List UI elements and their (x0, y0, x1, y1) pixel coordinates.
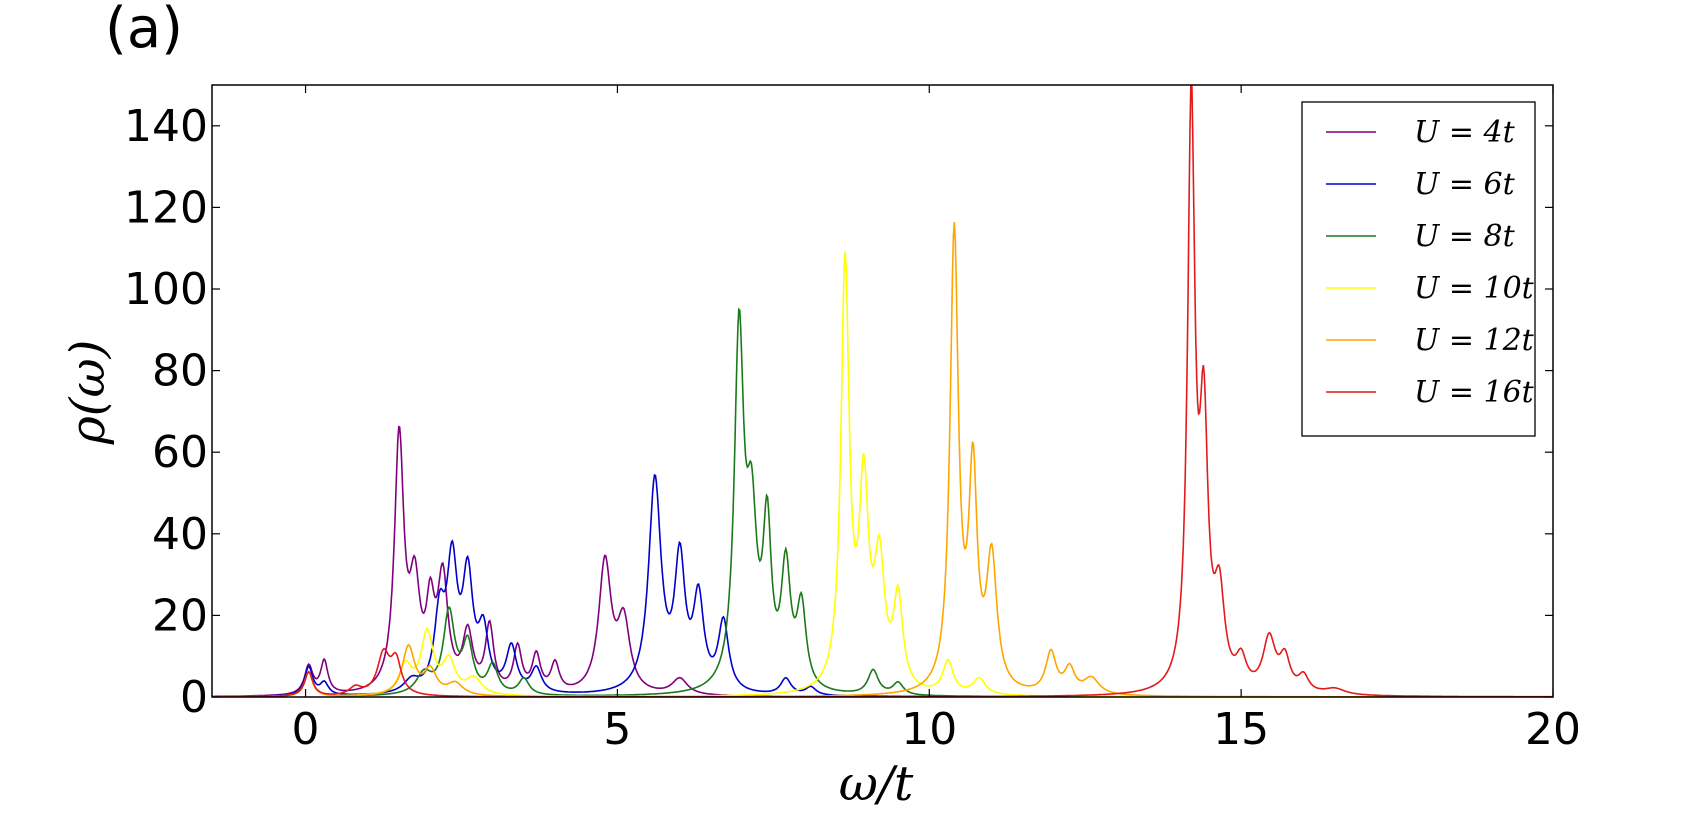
y-tick-label: 140 (124, 101, 208, 152)
y-tick-label: 120 (124, 182, 208, 233)
y-tick-label: 0 (180, 672, 208, 723)
x-axis-ticks: 0 5 10 15 20 (292, 85, 1581, 755)
y-axis-ticks: 0 20 40 60 80 100 120 140 (124, 101, 1553, 723)
legend-label: U = 8t (1414, 219, 1516, 254)
series-line (212, 473, 1553, 697)
y-tick-label: 20 (152, 590, 208, 641)
legend-box (1301, 101, 1536, 437)
panel-label: (a) (105, 0, 183, 61)
x-tick-label: 0 (292, 704, 320, 755)
y-tick-label: 80 (152, 346, 208, 397)
x-axis-label: ω/t (839, 756, 914, 812)
y-axis-label: ρ(ω) (60, 340, 116, 446)
legend-label: U = 6t (1414, 167, 1516, 202)
x-tick-label: 10 (901, 704, 957, 755)
legend-label: U = 4t (1414, 115, 1516, 150)
y-tick-label: 100 (124, 264, 208, 315)
x-tick-label: 20 (1525, 704, 1581, 755)
legend-label: U = 16t (1414, 375, 1535, 410)
legend: U = 4t U = 6t U = 8t U = 10t U = 12t U = 16t (1301, 101, 1536, 437)
legend-label: U = 10t (1414, 271, 1535, 306)
y-tick-label: 40 (152, 509, 208, 560)
plot-frame (211, 84, 1554, 698)
y-tick-label: 60 (152, 427, 208, 478)
x-tick-label: 5 (603, 704, 631, 755)
plot-area (211, 84, 1554, 698)
legend-label: U = 12t (1414, 323, 1535, 358)
x-tick-label: 15 (1213, 704, 1269, 755)
